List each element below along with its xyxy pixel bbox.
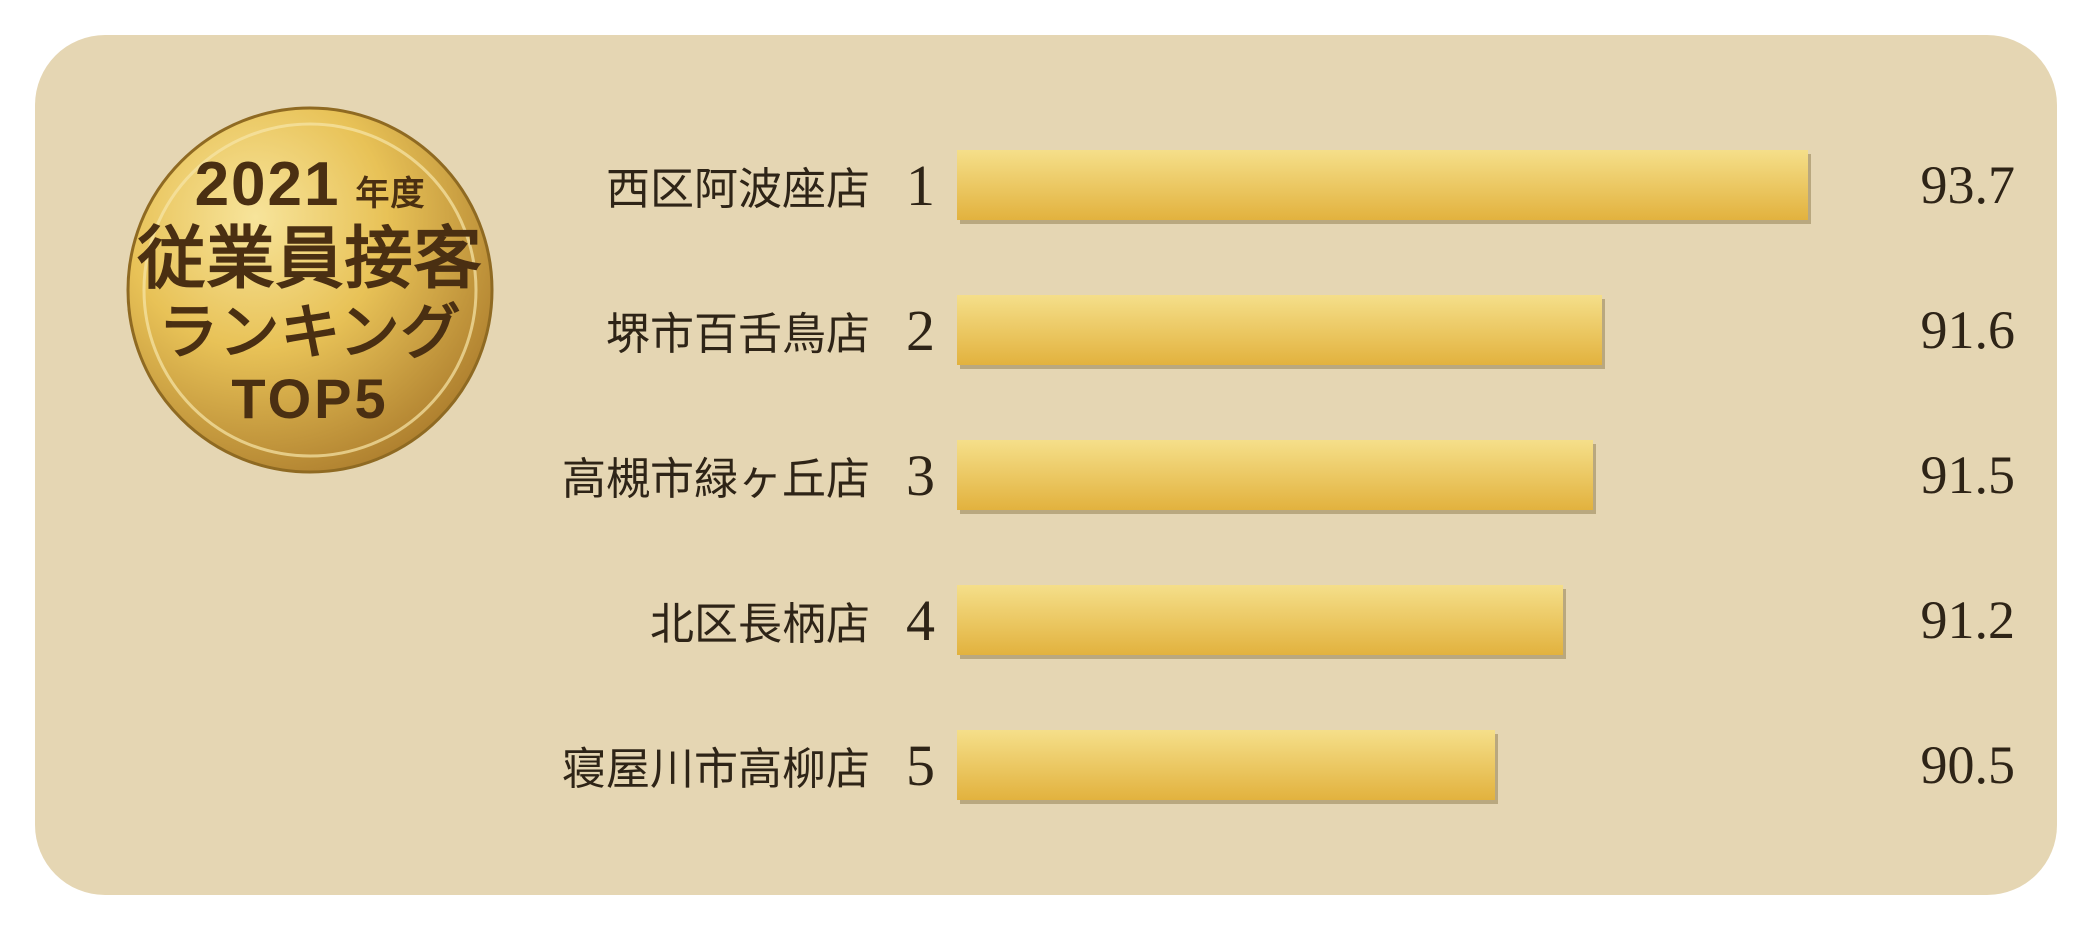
ranking-bar-chart: 西区阿波座店1 93.7 堺市百舌鳥店2 91.6 高槻市緑ヶ丘店3 91.5 北区長柄店4… xyxy=(545,140,2015,865)
rank-number: 1 xyxy=(880,152,957,219)
store-label: 寝屋川市高柳店 xyxy=(545,733,880,797)
ranking-row: 高槻市緑ヶ丘店3 91.5 xyxy=(545,430,2015,520)
rank-number: 4 xyxy=(880,587,957,654)
rank-number: 3 xyxy=(880,442,957,509)
medal-year-suffix: 年度 xyxy=(355,175,425,213)
score-value: 91.6 xyxy=(1837,299,2015,361)
medal-badge: 2021 年度 従業員接客 ランキング TOP5 xyxy=(125,105,495,475)
rank-number: 5 xyxy=(880,732,957,799)
bar xyxy=(957,440,1593,510)
medal-line4: TOP5 xyxy=(231,367,388,431)
store-label: 堺市百舌鳥店 xyxy=(545,298,880,362)
medal-line3: ランキング xyxy=(158,298,461,367)
bar-track xyxy=(957,730,1837,800)
ranking-row: 堺市百舌鳥店2 91.6 xyxy=(545,285,2015,375)
medal-year: 2021 xyxy=(195,150,341,219)
medal-line2: 従業員接客 xyxy=(137,220,482,298)
score-value: 90.5 xyxy=(1837,734,2015,796)
store-label: 高槻市緑ヶ丘店 xyxy=(545,443,880,507)
ranking-row: 西区阿波座店1 93.7 xyxy=(545,140,2015,230)
bar-track xyxy=(957,150,1837,220)
rank-number: 2 xyxy=(880,297,957,364)
bar xyxy=(957,730,1495,800)
ranking-panel: 2021 年度 従業員接客 ランキング TOP5 西区阿波座店1 93.7 堺市百舌… xyxy=(35,35,2057,895)
score-value: 93.7 xyxy=(1837,154,2015,216)
bar-track xyxy=(957,585,1837,655)
bar xyxy=(957,295,1602,365)
score-value: 91.5 xyxy=(1837,444,2015,506)
bar-track xyxy=(957,295,1837,365)
store-label: 北区長柄店 xyxy=(545,588,880,652)
bar-track xyxy=(957,440,1837,510)
score-value: 91.2 xyxy=(1837,589,2015,651)
ranking-row: 北区長柄店4 91.2 xyxy=(545,575,2015,665)
bar xyxy=(957,150,1808,220)
bar xyxy=(957,585,1563,655)
medal-text: 2021 年度 従業員接客 ランキング TOP5 xyxy=(125,105,495,475)
ranking-row: 寝屋川市高柳店5 90.5 xyxy=(545,720,2015,810)
store-label: 西区阿波座店 xyxy=(545,153,880,217)
